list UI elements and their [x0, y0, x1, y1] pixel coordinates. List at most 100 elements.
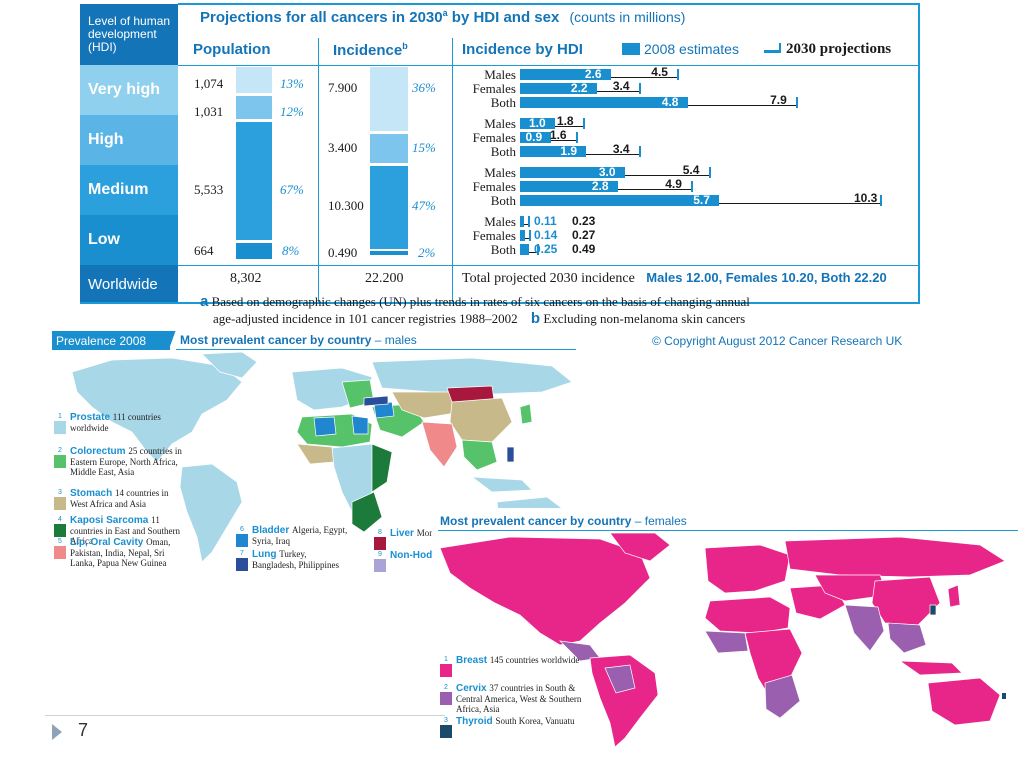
map-south-america — [179, 463, 243, 563]
legend-2030-tick — [779, 43, 781, 53]
inc-pct-very-high: 36% — [412, 80, 436, 95]
fmap-south-america — [589, 654, 659, 748]
map-africa-south — [351, 491, 383, 533]
hdi-row-medium: Medium — [80, 165, 178, 215]
bar-2030-medium-both — [719, 203, 880, 204]
header-divider — [178, 65, 920, 66]
pop-pct-very-high: 13% — [280, 76, 304, 91]
title-sup: a — [442, 8, 448, 18]
legend-swatch-lip-oral-cavity: 5 — [54, 537, 66, 559]
map-egypt — [351, 415, 369, 435]
legend-entry-liver: Liver Mon — [390, 528, 490, 539]
legend-number: 7 — [236, 549, 248, 558]
fmap-greenland — [609, 533, 671, 562]
legend-desc: Turkey, Bangladesh, Philippines — [252, 549, 339, 570]
bar-label-high-males: Males — [484, 116, 516, 131]
legend-title: Cervix — [456, 683, 490, 694]
fmap-russia — [784, 536, 1006, 578]
inc-bar-medium — [370, 166, 408, 249]
footnote-a-text2: age-adjusted incidence in 101 cancer reg… — [213, 311, 518, 326]
legend-title: Lip, Oral Cavity — [70, 537, 147, 548]
females-map-title-text: Most prevalent cancer by country — [440, 514, 632, 528]
hdi-row-high: High — [80, 115, 178, 165]
legend-2008-swatch — [622, 43, 640, 55]
hdi-label-high: High — [88, 131, 124, 148]
bar-2030-high-both — [586, 154, 639, 155]
map-russia — [371, 357, 573, 395]
females-map-title-sub: – females — [631, 514, 687, 528]
female-legend-swatch-thyroid: 3 — [440, 716, 452, 738]
totals-both: Both 22.20 — [820, 270, 887, 285]
totals-males: Males 12.00, — [646, 270, 723, 285]
fmap-north-america — [440, 536, 651, 646]
map-north-america — [71, 357, 243, 463]
bar-2030-tick-medium-both — [880, 195, 882, 206]
legend-entry-colorectum: Colorectum 25 countries in Eastern Europ… — [70, 446, 182, 477]
fmap-sa-cervix — [604, 664, 636, 694]
legend-desc: 11 countries in East and Southern Africa — [70, 515, 180, 546]
fmap-japan — [947, 584, 961, 608]
legend-entry-lip-oral-cavity: Lip, Oral Cavity Oman, Pakistan, India, … — [70, 537, 182, 568]
males-map-title: Most prevalent cancer by country – males — [180, 333, 417, 347]
prevalence-tab-slant — [166, 331, 178, 350]
female-legend-entry-cervix: Cervix 37 countries in South & Central A… — [456, 683, 591, 714]
bar-2030-tick-very-high-females — [638, 83, 641, 94]
bar-label-low-males: Males — [484, 214, 516, 229]
bar-label-medium-males: Males — [484, 165, 516, 180]
bar-2030-tick-high-both — [638, 146, 641, 157]
bar-2008-high-both — [520, 146, 587, 157]
frame-top — [178, 3, 920, 5]
bar-2008-value: 0.9 — [525, 130, 543, 144]
legend-title: Breast — [456, 655, 490, 666]
pop-total: 8,302 — [230, 271, 262, 286]
hdi-label-worldwide: Worldwide — [88, 275, 158, 293]
legend-number: 2 — [440, 683, 452, 692]
bar-2030-value: 10.3 — [854, 191, 878, 205]
slide-footer-rule — [45, 715, 445, 716]
inc-bar-high — [370, 134, 408, 163]
bar-2008-very-high-males — [520, 69, 611, 80]
bar-2030-very-high-males — [610, 77, 678, 78]
map-se-asia — [461, 439, 498, 471]
pop-pct-medium: 67% — [280, 182, 304, 197]
legend-title: Kaposi Sarcoma — [70, 515, 152, 526]
legend-number: 2 — [54, 446, 66, 455]
legend-desc: Algeria, Egypt, Syria, Iraq — [252, 525, 348, 546]
bar-2030-low-both — [528, 252, 538, 253]
legend-number: 4 — [54, 515, 66, 524]
legend-number: 5 — [54, 537, 66, 546]
females-map-title: Most prevalent cancer by country – femal… — [440, 514, 687, 528]
legend-desc: Oman, Pakistan, India, Nepal, Sri Lanka,… — [70, 537, 171, 568]
legend-swatch-non-hod: 9 — [374, 550, 386, 572]
bar-2008-value: 5.7 — [693, 193, 710, 207]
legend-title: Colorectum — [70, 446, 129, 457]
female-legend-swatch-cervix: 2 — [440, 683, 452, 705]
legend-entry-kaposi-sarcoma: Kaposi Sarcoma 11 countries in East and … — [70, 515, 182, 546]
totals-label: Total projected 2030 incidence — [462, 271, 635, 286]
bar-2008-value: 2.8 — [591, 179, 609, 193]
footnote-a-text: Based on demographic changes (UN) plus t… — [211, 294, 750, 309]
fmap-india — [844, 604, 885, 652]
bar-2030-tick-low-both — [537, 244, 540, 255]
bar-2008-value: 2.6 — [584, 67, 602, 81]
footnote-a-line2: age-adjusted incidence in 101 cancer reg… — [213, 310, 745, 327]
bar-2008-medium-females — [520, 181, 618, 192]
bar-2008-value: 0.11 — [534, 214, 557, 228]
pop-bar-medium — [236, 122, 272, 240]
bar-2030-low-females — [524, 238, 530, 239]
legend-desc: 25 countries in Eastern Europe, North Af… — [70, 446, 182, 477]
pop-pct-low: 8% — [282, 243, 300, 258]
legend-title: Lung — [252, 549, 280, 560]
legend-title: Bladder — [252, 525, 293, 536]
bar-2030-high-males — [554, 126, 583, 127]
legend-2008-label: 2008 estimates — [644, 41, 739, 57]
bar-2030-tick-very-high-males — [677, 69, 680, 80]
bar-label-very-high-females: Females — [472, 81, 516, 96]
map-philippines — [506, 446, 515, 463]
map-japan — [519, 403, 533, 425]
bar-2008-value: 3.0 — [598, 165, 616, 179]
col-head-incidence: Incidenceb — [333, 41, 408, 59]
bottom-rule — [80, 302, 920, 304]
legend-desc: South Korea, Vanuatu — [495, 716, 575, 726]
fmap-africa-south — [764, 674, 801, 719]
